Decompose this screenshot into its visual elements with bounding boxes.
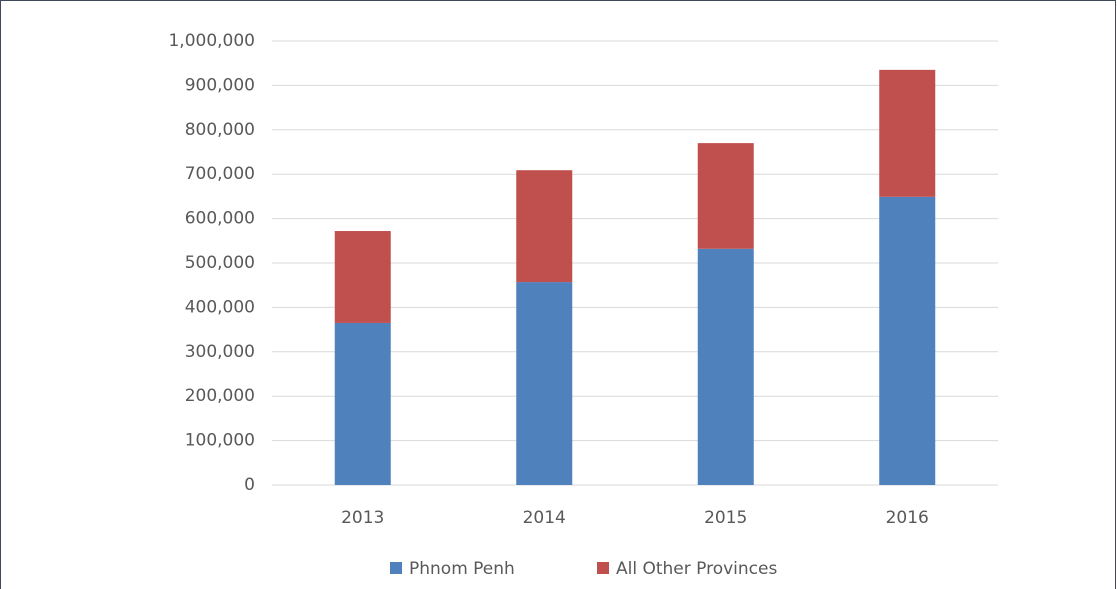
legend-swatch [390,562,402,574]
y-tick-label: 200,000 [185,386,255,406]
bar-segment [697,248,754,485]
x-tick-label: 2014 [523,508,566,528]
legend-label: All Other Provinces [616,559,777,579]
y-tick-label: 900,000 [185,75,255,95]
y-tick-label: 400,000 [185,297,255,317]
y-tick-label: 1,000,000 [168,31,255,51]
legend-swatch [597,562,609,574]
bar-segment [516,170,573,283]
bar-segment [879,196,936,485]
y-tick-label: 100,000 [185,431,255,451]
y-tick-label: 300,000 [185,342,255,362]
x-tick-label: 2013 [341,508,384,528]
bar-segment [697,143,754,249]
y-tick-label: 0 [244,475,255,495]
bar-segment [334,322,391,485]
y-tick-label: 800,000 [185,120,255,140]
legend-label: Phnom Penh [409,559,515,579]
y-tick-label: 500,000 [185,253,255,273]
x-tick-label: 2016 [886,508,929,528]
x-tick-label: 2015 [704,508,747,528]
y-tick-label: 700,000 [185,164,255,184]
bar-segment [879,69,936,197]
y-tick-label: 600,000 [185,209,255,229]
bar-segment [334,231,391,323]
bar-segment [516,282,573,485]
